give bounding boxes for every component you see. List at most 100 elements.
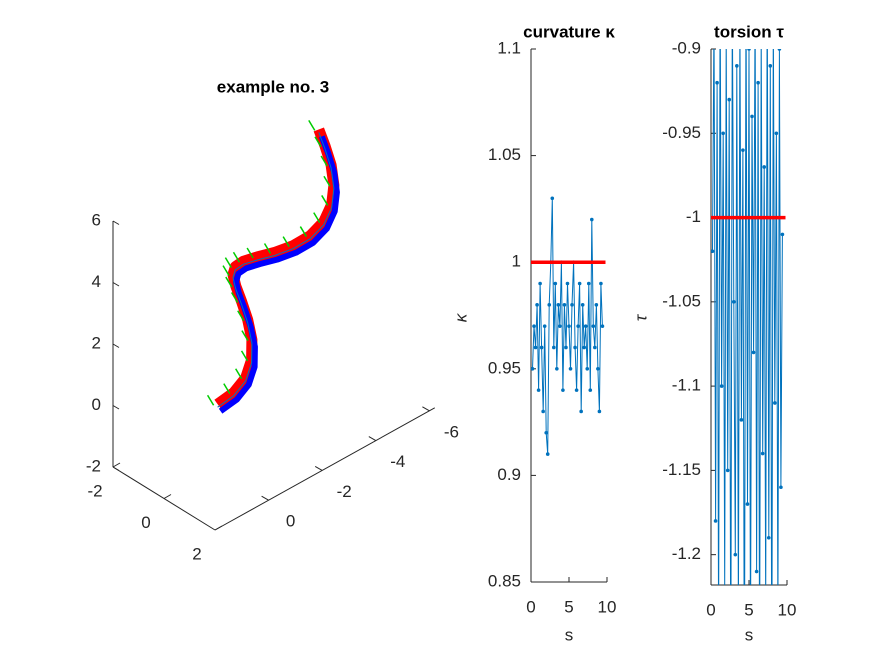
point bbox=[600, 324, 605, 328]
z-tick-label: -2 bbox=[86, 456, 101, 475]
z-tick bbox=[112, 466, 120, 471]
point bbox=[539, 345, 544, 350]
frame-green bbox=[321, 195, 329, 206]
y-tick-label: 0.95 bbox=[488, 358, 521, 377]
y-tick-label: -1 bbox=[686, 207, 701, 226]
point bbox=[556, 303, 561, 307]
x-axis-label: s bbox=[565, 625, 574, 644]
x-tick bbox=[314, 465, 323, 471]
point bbox=[774, 131, 779, 136]
point bbox=[555, 367, 559, 371]
z-tick-label: 6 bbox=[92, 210, 101, 229]
z-tick bbox=[112, 220, 120, 225]
point bbox=[745, 502, 750, 506]
frame-green bbox=[225, 276, 233, 288]
point bbox=[536, 388, 541, 392]
point bbox=[533, 345, 538, 350]
point bbox=[564, 345, 568, 350]
y-tick bbox=[163, 494, 172, 499]
y-tick-label: 2 bbox=[192, 544, 201, 563]
y-tick-label: -1.2 bbox=[672, 544, 701, 563]
point bbox=[576, 324, 580, 328]
frame-green bbox=[313, 212, 321, 224]
point bbox=[541, 409, 545, 414]
point bbox=[713, 519, 718, 523]
y-tick-label: -1.15 bbox=[662, 460, 701, 479]
x-tick-label: -4 bbox=[390, 452, 405, 471]
point bbox=[588, 388, 593, 392]
point bbox=[568, 367, 573, 371]
point bbox=[750, 114, 754, 119]
x-tick bbox=[368, 436, 377, 442]
point bbox=[538, 281, 542, 286]
point bbox=[585, 367, 590, 371]
point bbox=[597, 409, 602, 414]
y-tick-label: -2 bbox=[87, 481, 102, 500]
frame-green bbox=[224, 257, 233, 269]
z-tick-label: 0 bbox=[92, 395, 101, 414]
point bbox=[751, 350, 756, 355]
y-axis-label: κ bbox=[451, 312, 470, 322]
point bbox=[773, 401, 777, 405]
point bbox=[732, 300, 736, 304]
point bbox=[553, 281, 558, 286]
y-tick-label: -0.95 bbox=[662, 123, 701, 142]
point bbox=[573, 345, 577, 350]
y-tick-label: 0.85 bbox=[488, 571, 521, 590]
point bbox=[593, 345, 597, 350]
point bbox=[535, 303, 539, 307]
frame-blue bbox=[218, 135, 340, 414]
point bbox=[712, 13, 716, 17]
point bbox=[591, 324, 596, 328]
x-tick-label: 0 bbox=[286, 512, 295, 531]
point bbox=[574, 388, 579, 392]
frame-green bbox=[246, 247, 254, 259]
point bbox=[532, 324, 536, 328]
y-tick-label: -1.05 bbox=[662, 291, 701, 310]
point bbox=[582, 345, 586, 350]
z-tick bbox=[112, 282, 120, 287]
point bbox=[561, 388, 565, 392]
point bbox=[599, 281, 603, 286]
point bbox=[550, 196, 555, 201]
frame-red bbox=[214, 127, 340, 409]
point bbox=[594, 303, 599, 307]
chart-title: torsion τ bbox=[714, 22, 784, 41]
point bbox=[580, 303, 585, 307]
point bbox=[754, 569, 759, 574]
frame-green bbox=[314, 136, 322, 148]
y-tick-label: -1.1 bbox=[672, 376, 701, 395]
y-tick-label: 1 bbox=[512, 252, 521, 271]
y-tick-label: 0 bbox=[141, 513, 150, 532]
y-axis-label: τ bbox=[631, 313, 650, 321]
point bbox=[756, 80, 760, 85]
point bbox=[780, 232, 785, 237]
frame-green bbox=[323, 175, 331, 187]
point bbox=[547, 303, 552, 307]
point bbox=[552, 345, 556, 350]
frame-green bbox=[232, 251, 241, 263]
point bbox=[531, 367, 535, 371]
y-tick-label: 1.05 bbox=[488, 145, 521, 164]
point bbox=[768, 64, 773, 68]
point bbox=[760, 451, 765, 456]
point bbox=[596, 367, 600, 371]
point bbox=[545, 452, 550, 456]
point bbox=[570, 303, 574, 307]
x-tick-label: 10 bbox=[778, 600, 797, 619]
point bbox=[583, 324, 588, 328]
point bbox=[738, 13, 742, 17]
frame-green bbox=[237, 310, 245, 322]
z-tick-label: 4 bbox=[92, 272, 101, 291]
point bbox=[737, 620, 741, 624]
x-tick-label: -6 bbox=[444, 422, 459, 441]
z-tick bbox=[112, 343, 120, 348]
point bbox=[766, 536, 771, 540]
y-tick-label: 0.9 bbox=[497, 465, 521, 484]
frame-green bbox=[308, 120, 316, 131]
frame-green bbox=[282, 236, 290, 247]
point bbox=[776, 620, 780, 624]
point bbox=[719, 384, 724, 388]
